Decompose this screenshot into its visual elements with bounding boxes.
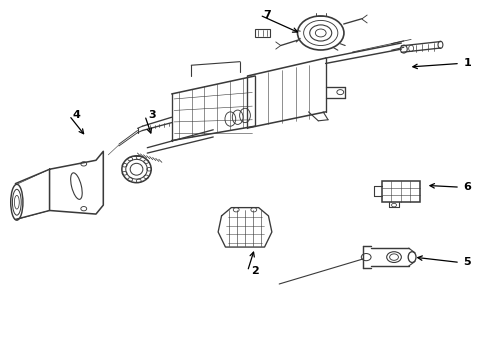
- Bar: [255, 29, 270, 37]
- Text: 4: 4: [73, 111, 80, 121]
- Text: 1: 1: [464, 58, 471, 68]
- Text: 6: 6: [464, 182, 471, 192]
- Text: 2: 2: [251, 266, 259, 276]
- Text: 7: 7: [263, 10, 271, 20]
- Text: 5: 5: [464, 257, 471, 267]
- Bar: [382, 181, 420, 202]
- Text: 3: 3: [148, 111, 156, 121]
